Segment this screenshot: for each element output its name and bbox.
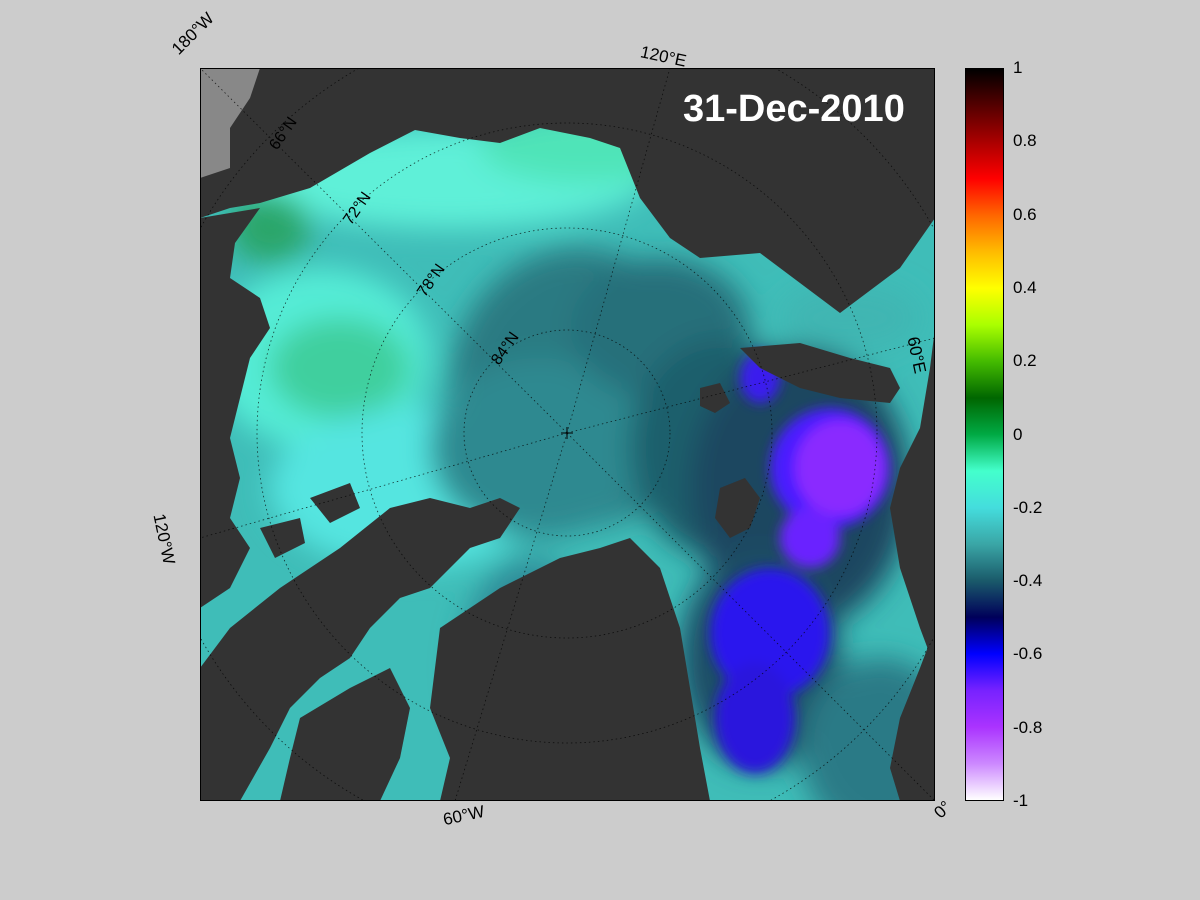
- colorbar-tick-label: 0.2: [1013, 351, 1037, 371]
- lon-label-180w: 180°W: [168, 8, 218, 59]
- colorbar-tick-label: -1: [1013, 791, 1029, 810]
- colorbar-tick-label: -0.8: [1013, 717, 1043, 737]
- lon-label-0: 0°: [930, 797, 956, 823]
- colorbar-tick-label: 1: [1013, 58, 1023, 77]
- map-panel: [200, 68, 935, 801]
- strong-negative-anomaly: [710, 353, 890, 773]
- land: [200, 68, 935, 801]
- colorbar-tick-label: 0.6: [1013, 204, 1037, 224]
- no-data-region: [200, 68, 260, 178]
- colorbar-tick-label: 0: [1013, 424, 1023, 444]
- arctic-map: [200, 68, 935, 801]
- lon-label-120w: 120°W: [149, 512, 179, 567]
- colorbar-tick-label: -0.2: [1013, 497, 1043, 517]
- colorbar-tick-label: -0.6: [1013, 644, 1043, 664]
- graticule: [200, 68, 935, 801]
- colorbar-tick-label: 0.4: [1013, 277, 1037, 297]
- date-title: 31-Dec-2010: [683, 88, 905, 130]
- colorbar-tick-label: -0.4: [1013, 571, 1043, 591]
- map-border: [200, 68, 935, 801]
- colorbar-tick-label: 0.8: [1013, 131, 1037, 151]
- colorbar: [965, 68, 1004, 801]
- lon-label-60w: 60°W: [441, 801, 487, 830]
- pole-marker: [561, 427, 573, 439]
